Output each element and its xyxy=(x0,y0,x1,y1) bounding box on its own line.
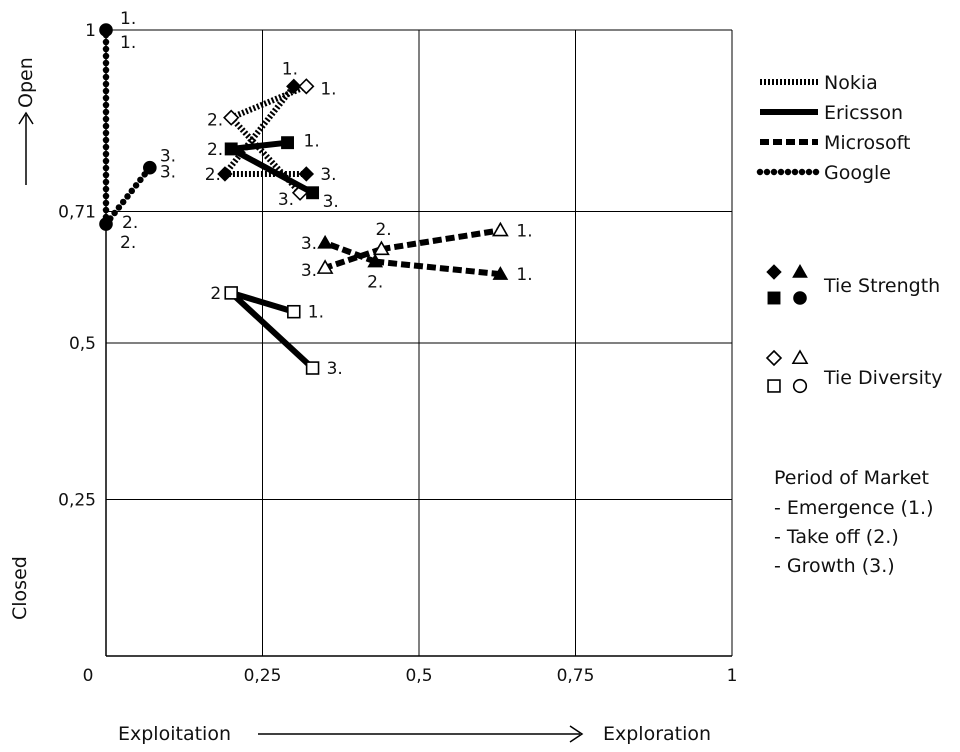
legend-period-item: - Growth (3.) xyxy=(774,555,895,577)
point-label-nokia-tie-strength: 2. xyxy=(205,165,221,185)
x-axis-label-right: Exploration xyxy=(603,723,711,745)
ericsson-tie-strength-marker-1 xyxy=(281,136,294,150)
y-axis-arrow-head xyxy=(18,111,34,125)
microsoft-tie-strength-marker-2 xyxy=(367,253,384,268)
point-label-microsoft-tie-diversity: 2. xyxy=(375,220,391,240)
microsoft-tie-strength-marker-3 xyxy=(317,234,333,249)
legend-label-nokia: Nokia xyxy=(824,72,878,94)
microsoft-tie-diversity-segment xyxy=(380,227,501,253)
ericsson-tie-strength-marker-2 xyxy=(224,142,238,156)
google-tie-strength-marker-3 xyxy=(143,160,157,175)
legend-period-item: - Emergence (1.) xyxy=(774,497,934,519)
legend-period-title: Period of Market xyxy=(774,467,929,489)
plot-grid xyxy=(105,29,733,657)
point-label-microsoft-tie-strength: 1. xyxy=(516,265,532,285)
legend-marker-tie-diversity-square xyxy=(767,379,781,393)
point-label-nokia-tie-diversity: 2. xyxy=(207,111,223,131)
legend-label-ericsson: Ericsson xyxy=(824,102,903,124)
point-label-microsoft-tie-diversity: 3. xyxy=(301,261,317,281)
point-label-ericsson-tie-strength: 3. xyxy=(323,192,339,212)
y-tick-label: 0,5 xyxy=(69,334,96,354)
y-tick-label: 0,71 xyxy=(58,203,96,223)
y-tick-label: 1 xyxy=(85,21,96,41)
legend-marker-tie-strength-triangle xyxy=(792,263,808,278)
point-label-nokia-tie-strength: 1. xyxy=(282,59,298,79)
point-labels: 1.2. 3.1.2.3.1.2.3.1.23.1.2.3.1.2.3.1.1.2… xyxy=(120,9,533,379)
microsoft-tie-diversity-marker-1 xyxy=(492,221,509,237)
x-axis-arrow-head xyxy=(569,725,584,743)
ericsson-tie-diversity-segment xyxy=(229,290,315,371)
ericsson-tie-diversity-segment xyxy=(230,290,295,315)
point-label-google-secondary: 3. xyxy=(160,163,176,183)
y-axis-label-top: Open xyxy=(15,57,37,108)
google-tie-strength-marker-1 xyxy=(99,23,113,37)
nokia-tie-diversity-marker-1 xyxy=(298,78,315,95)
y-tick-label: 0,25 xyxy=(58,491,96,511)
legend-label-tie-diversity: Tie Diversity xyxy=(823,367,943,389)
x-tick-label: 0,5 xyxy=(405,666,432,686)
y-axis-label-group: Closed Open xyxy=(9,57,37,620)
google-tie-strength-marker-2 xyxy=(99,217,113,231)
ericsson-tie-diversity-marker-2 xyxy=(224,286,238,300)
legend: Nokia Ericsson Microsoft Google Tie Strength… xyxy=(756,72,943,577)
nokia-tie-strength-marker-2 xyxy=(217,166,233,182)
nokia-tie-diversity-marker-2 xyxy=(223,109,240,126)
point-label-ericsson-tie-diversity: 1. xyxy=(308,303,324,323)
point-label-ericsson-tie-diversity: 3. xyxy=(327,359,343,379)
legend-marker-tie-diversity-triangle xyxy=(791,349,809,365)
point-label-ericsson-tie-strength: 2. xyxy=(207,140,223,160)
nokia-tie-strength-marker-3 xyxy=(298,166,315,182)
point-label-google-secondary: 1. xyxy=(120,33,136,53)
ericsson-tie-strength-segment xyxy=(229,146,315,196)
microsoft-tie-diversity-marker-2 xyxy=(373,240,390,256)
legend-label-google: Google xyxy=(824,162,891,184)
google-tie-strength-segment xyxy=(102,164,154,228)
legend-marker-tie-strength-diamond xyxy=(766,264,782,280)
x-tick-label: 0 xyxy=(83,666,94,686)
legend-marker-tie-diversity-circle xyxy=(792,378,808,394)
microsoft-tie-strength-marker-1 xyxy=(492,266,509,280)
microsoft-tie-diversity-segment xyxy=(324,246,383,271)
point-label-nokia-tie-diversity: 1. xyxy=(320,79,336,99)
point-label-microsoft-tie-strength: 2. xyxy=(367,273,383,293)
nokia-tie-diversity-segment xyxy=(230,83,308,121)
ericsson-tie-strength-segment xyxy=(230,139,288,152)
x-tick-label: 1 xyxy=(727,666,738,686)
y-axis-label-bottom: Closed xyxy=(9,556,31,620)
point-label-nokia-tie-diversity: 3. xyxy=(278,190,294,210)
point-label-google-tie-strength: 2. xyxy=(122,213,138,233)
ericsson-tie-strength-marker-3 xyxy=(306,186,320,200)
point-label-ericsson-tie-diversity: 2 xyxy=(210,284,221,304)
legend-label-tie-strength: Tie Strength xyxy=(823,275,940,297)
legend-marker-tie-strength-square xyxy=(767,291,781,305)
microsoft-tie-diversity-marker-3 xyxy=(316,259,334,274)
point-label-google-secondary: 2. xyxy=(120,233,136,253)
legend-label-microsoft: Microsoft xyxy=(824,132,910,154)
point-label-google-tie-strength: 1. xyxy=(120,9,136,29)
ericsson-tie-diversity-marker-3 xyxy=(305,361,320,375)
series-layer xyxy=(99,23,509,375)
legend-marker-tie-diversity-diamond xyxy=(765,349,783,367)
point-label-ericsson-tie-strength: 1. xyxy=(304,132,320,152)
axes: 0 0,25 0,5 0,75 1 0,25 0,5 0,71 1 Exploitation Exp… xyxy=(9,21,737,745)
x-axis-label-left: Exploitation xyxy=(118,723,231,745)
legend-marker-tie-strength-circle xyxy=(793,291,807,305)
microsoft-tie-strength-segment xyxy=(374,258,501,278)
nokia-tie-strength-segment xyxy=(222,84,297,176)
ericsson-tie-diversity-marker-1 xyxy=(287,304,301,319)
point-label-google-tie-strength: 3. xyxy=(160,147,176,167)
microsoft-tie-strength-segment xyxy=(324,240,377,265)
x-tick-label: 0,75 xyxy=(557,666,595,686)
point-label-nokia-tie-strength: 3. xyxy=(320,165,336,185)
x-tick-label: 0,25 xyxy=(244,666,282,686)
point-label-microsoft-tie-diversity: 1. xyxy=(516,221,532,241)
point-label-microsoft-tie-strength: 3. xyxy=(301,234,317,254)
legend-period-item: - Take off (2.) xyxy=(774,526,899,548)
